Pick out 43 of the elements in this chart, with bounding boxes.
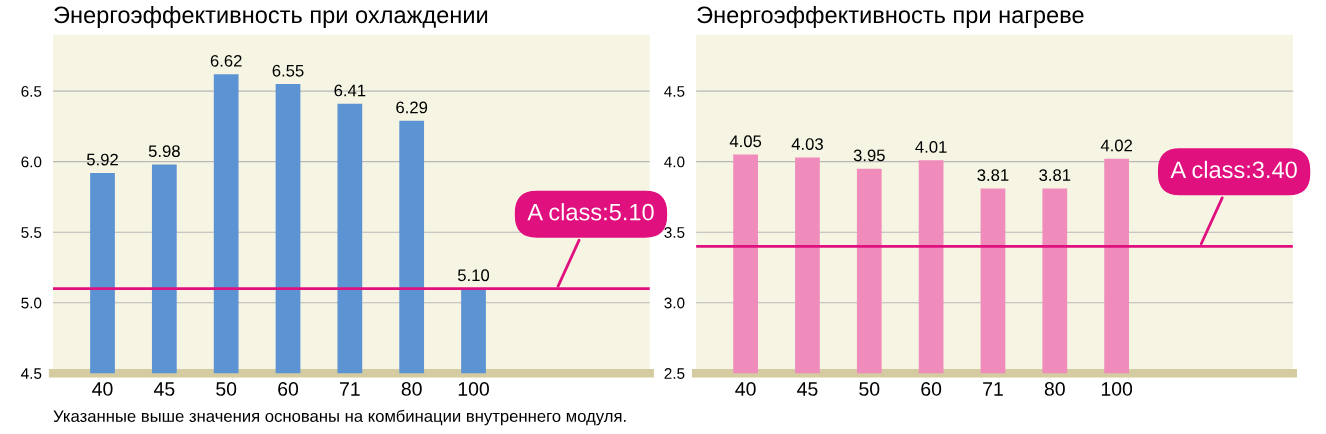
data-label: 5.98 xyxy=(148,145,180,158)
x-tick-label: 45 xyxy=(153,382,175,396)
y-tick-label: 6.5 xyxy=(21,86,42,97)
y-tick-label: 3.5 xyxy=(664,227,685,238)
data-label: 5.92 xyxy=(86,153,118,166)
data-label: 3.81 xyxy=(1039,169,1071,181)
data-label: 5.10 xyxy=(457,269,490,282)
y-tick-label: 4.5 xyxy=(664,86,685,97)
y-tick-label: 5.0 xyxy=(21,297,42,309)
y-tick-label: 4.5 xyxy=(21,368,42,379)
data-label: 6.29 xyxy=(396,101,428,114)
y-tick-label: 6.0 xyxy=(21,156,42,168)
data-label: 4.03 xyxy=(791,138,823,150)
text: Указанные выше значения основаны на комбинации внутреннего модуля. xyxy=(53,409,626,426)
ref-line-label: A class:5.10 xyxy=(527,203,654,221)
x-tick-label: 45 xyxy=(797,382,818,396)
data-label: 6.55 xyxy=(272,64,304,77)
data-label: 4.02 xyxy=(1100,139,1133,152)
x-tick-label: 60 xyxy=(278,382,299,396)
y-tick-label: 2.5 xyxy=(664,368,685,379)
y-tick-label: 3.0 xyxy=(664,297,685,309)
data-label: 6.62 xyxy=(210,54,242,67)
x-tick-label: 50 xyxy=(859,382,880,396)
x-tick-label: 50 xyxy=(216,382,237,396)
x-tick-label: 60 xyxy=(921,382,942,396)
data-label: 3.95 xyxy=(853,149,885,162)
x-tick-label: 40 xyxy=(92,382,113,396)
y-tick-label: 5.5 xyxy=(21,227,42,238)
x-tick-label: 40 xyxy=(735,382,756,396)
chart-title: Энергоэффективность при охлаждении xyxy=(54,5,488,28)
data-label: 4.01 xyxy=(915,140,947,153)
x-tick-label: 71 xyxy=(983,382,1003,396)
data-label: 4.05 xyxy=(729,135,762,148)
x-tick-label: 80 xyxy=(1044,382,1065,396)
x-tick-label: 71 xyxy=(340,382,360,396)
x-tick-label: 100 xyxy=(1101,382,1133,396)
ref-line-label: A class:3.40 xyxy=(1170,160,1297,179)
x-tick-label: 80 xyxy=(401,382,422,396)
data-label: 6.41 xyxy=(334,84,366,97)
data-label: 3.81 xyxy=(977,169,1009,181)
y-tick-label: 4.0 xyxy=(664,156,685,168)
x-tick-label: 100 xyxy=(458,382,489,396)
chart-title: Энергоэффективность при нагреве xyxy=(697,5,1084,28)
